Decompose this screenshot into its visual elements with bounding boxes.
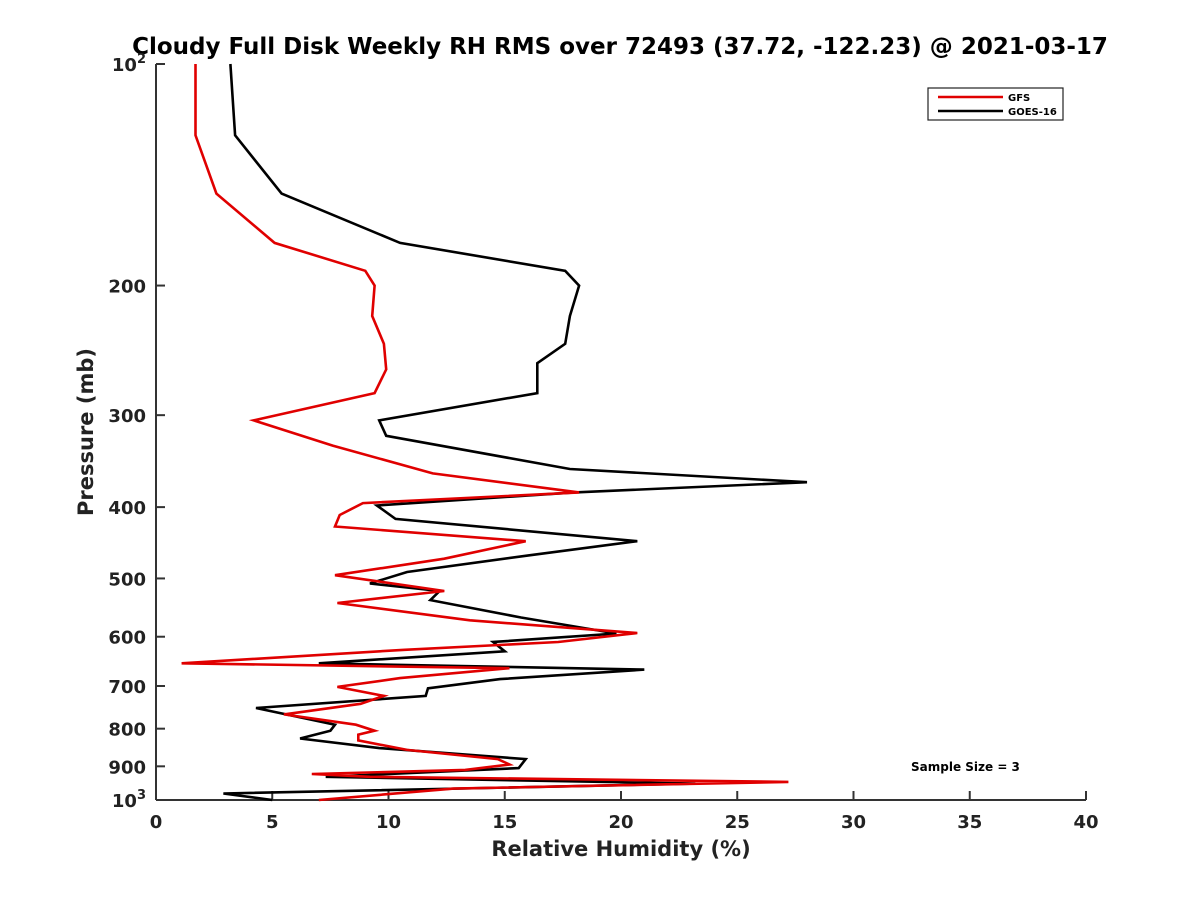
series-line-gfs	[181, 64, 789, 802]
y-tick-label: 102	[112, 52, 146, 76]
y-tick-label: 900	[108, 757, 146, 778]
legend-box	[927, 87, 1064, 121]
y-tick-label: 200	[108, 277, 146, 298]
chart-title: Cloudy Full Disk Weekly RH RMS over 7249…	[132, 34, 1108, 60]
y-tick-label: 800	[108, 720, 146, 741]
y-tick-label: 500	[108, 569, 146, 590]
y-ticks: 102 200 300 400 500 600 700 800 900 103	[108, 52, 165, 812]
x-tick-label: 20	[608, 812, 633, 833]
sample-size-annotation: Sample Size = 3	[911, 760, 1020, 774]
y-tick-label: 400	[108, 498, 146, 519]
legend-label: GFS	[1008, 93, 1030, 104]
x-ticks: 0 5 10 15 20 25 30 35 40	[150, 791, 1099, 833]
x-tick-label: 30	[841, 812, 866, 833]
x-axis-label: Relative Humidity (%)	[491, 837, 750, 861]
y-tick-label: 600	[108, 628, 146, 649]
y-tick-label: 700	[108, 677, 146, 698]
x-tick-label: 0	[150, 812, 163, 833]
y-axis-label: Pressure (mb)	[74, 348, 98, 516]
series-line-goes-16	[223, 63, 808, 802]
x-tick-label: 15	[492, 812, 517, 833]
legend-label: GOES-16	[1008, 107, 1057, 118]
x-tick-label: 10	[376, 812, 401, 833]
x-tick-label: 35	[957, 812, 982, 833]
x-tick-label: 5	[266, 812, 279, 833]
x-tick-label: 40	[1073, 812, 1098, 833]
y-tick-label: 300	[108, 406, 146, 427]
y-tick-label: 103	[112, 788, 146, 812]
legend: GFS GOES-16	[927, 87, 1064, 121]
x-tick-label: 25	[725, 812, 750, 833]
series-lines	[181, 63, 808, 802]
plot-area: 0 5 10 15 20 25 30 35 40 102 200 300 400 500 600 700 80…	[108, 52, 1098, 833]
